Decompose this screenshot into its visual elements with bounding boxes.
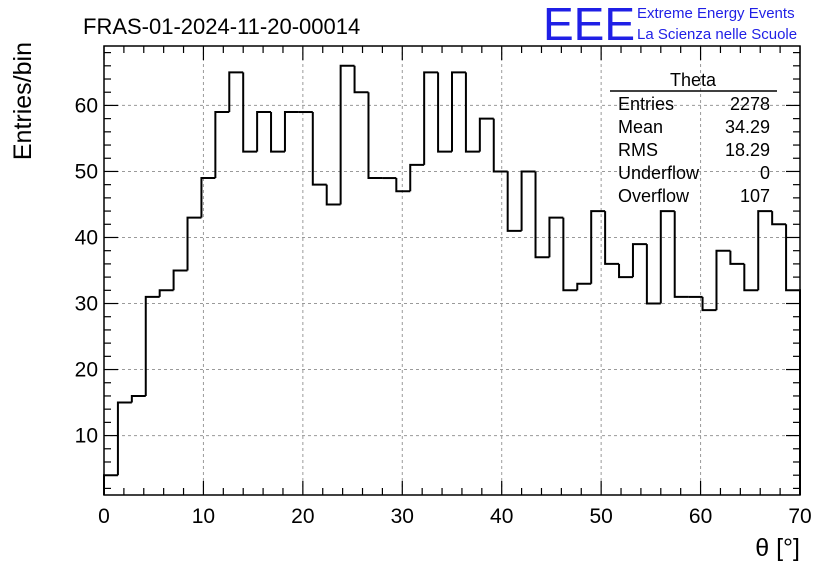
- logo-letters: EEE: [543, 0, 635, 50]
- histogram-bin: [409, 163, 425, 192]
- histogram-bin: [548, 216, 564, 258]
- logo-line1: Extreme Energy Events: [637, 5, 795, 22]
- histogram-bin: [492, 118, 508, 173]
- histogram-bin: [771, 211, 787, 226]
- x-tick-labels: 0 10 20 30 40 50 60 70: [98, 505, 812, 528]
- x-tick-label: 30: [391, 505, 414, 528]
- histogram-bin: [158, 289, 174, 297]
- x-tick-label: 60: [689, 505, 712, 528]
- y-tick-label: 10: [75, 425, 98, 448]
- histogram-bin: [785, 224, 801, 495]
- chart-title: FRAS-01-2024-11-20-00014: [83, 14, 360, 39]
- histogram-bin: [645, 244, 661, 305]
- histogram-bin: [283, 111, 299, 152]
- y-axis-label: Entries/bin: [9, 42, 37, 160]
- y-tick-label: 30: [75, 293, 98, 316]
- axis-ticks: [103, 46, 801, 495]
- stats-row-value: 18.29: [725, 140, 770, 160]
- histogram-bin: [214, 111, 230, 179]
- histogram-bin: [659, 210, 675, 304]
- histogram-bin: [576, 282, 592, 291]
- y-tick-label: 60: [75, 94, 98, 117]
- x-tick-label: 10: [192, 505, 215, 528]
- stats-row-value: 0: [760, 163, 770, 183]
- x-axis-label: θ [°]: [755, 534, 800, 562]
- histogram-bin: [270, 112, 285, 153]
- histogram-bin: [478, 117, 494, 152]
- histogram-bin: [103, 474, 118, 495]
- plot-frame: [103, 45, 801, 496]
- stats-row-label: Entries: [618, 94, 674, 114]
- x-tick-label: 50: [589, 505, 612, 528]
- stats-row-label: Overflow: [618, 186, 690, 206]
- x-tick-label: 20: [291, 505, 314, 528]
- histogram-bin: [144, 295, 160, 396]
- x-tick-label: 0: [98, 505, 110, 528]
- stats-title: Theta: [670, 70, 717, 90]
- histogram-bin: [451, 71, 466, 152]
- histogram-bin: [200, 177, 216, 218]
- y-tick-label: 40: [75, 226, 98, 249]
- histogram-bin: [464, 72, 480, 153]
- histogram-bin: [367, 92, 383, 180]
- histogram-bin: [618, 263, 633, 279]
- histogram-bin: [520, 170, 536, 231]
- histogram-bin: [423, 71, 439, 165]
- histogram-bin: [604, 211, 620, 265]
- histogram-bin: [673, 211, 689, 298]
- x-tick-label: 40: [490, 505, 513, 528]
- histogram-bin: [130, 394, 146, 403]
- histogram-bin: [562, 217, 578, 292]
- histogram-bin: [172, 269, 188, 291]
- histogram-bin: [228, 71, 244, 113]
- stats-row-label: Underflow: [618, 163, 700, 183]
- y-tick-labels: 10 20 30 40 50 60: [75, 94, 98, 447]
- histogram-bin: [325, 184, 341, 206]
- histogram-bin: [743, 263, 759, 292]
- x-tick-label: 70: [788, 505, 811, 528]
- histogram-bin: [715, 249, 731, 311]
- histogram-bin: [242, 72, 258, 153]
- stats-row-value: 107: [740, 186, 770, 206]
- stats-rows: Entries 2278 Mean 34.29 RMS 18.29 Underflow 0 Ov…: [618, 94, 770, 206]
- histogram-bin: [339, 64, 355, 205]
- histogram-bin: [757, 210, 773, 291]
- logo-line2: La Scienza nelle Scuole: [637, 26, 797, 43]
- histogram-bin: [701, 296, 717, 312]
- stats-row-value: 2278: [730, 94, 770, 114]
- histogram-bin: [631, 243, 647, 278]
- histogram-bin: [116, 401, 132, 476]
- stats-row-value: 34.29: [725, 117, 770, 137]
- histogram-bin: [353, 65, 369, 94]
- stats-row-label: Mean: [618, 117, 663, 137]
- y-tick-label: 20: [75, 359, 98, 382]
- histogram-bin: [729, 250, 745, 265]
- histogram-bin: [534, 171, 550, 259]
- histogram-bin: [256, 111, 272, 152]
- histogram-bin: [186, 216, 202, 271]
- histogram-bin: [437, 72, 452, 153]
- histogram-bin: [590, 210, 606, 284]
- y-tick-label: 50: [75, 160, 98, 183]
- eee-logo: EEE Extreme Energy Events La Scienza nel…: [543, 0, 797, 50]
- histogram-bin: [506, 171, 522, 232]
- stats-box: Theta Entries 2278 Mean 34.29 RMS 18.29 Underf…: [610, 70, 777, 206]
- stats-row-label: RMS: [618, 140, 658, 160]
- histogram-bin: [311, 112, 327, 186]
- histogram-bars: [103, 64, 801, 495]
- histogram-bin: [395, 178, 411, 193]
